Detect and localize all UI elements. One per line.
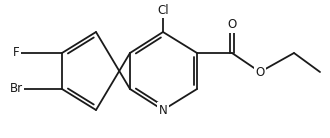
Text: O: O — [227, 18, 237, 31]
Text: Cl: Cl — [157, 3, 169, 17]
Text: N: N — [159, 104, 167, 116]
Text: F: F — [13, 47, 19, 59]
Text: O: O — [255, 66, 265, 79]
Text: Br: Br — [10, 83, 22, 95]
